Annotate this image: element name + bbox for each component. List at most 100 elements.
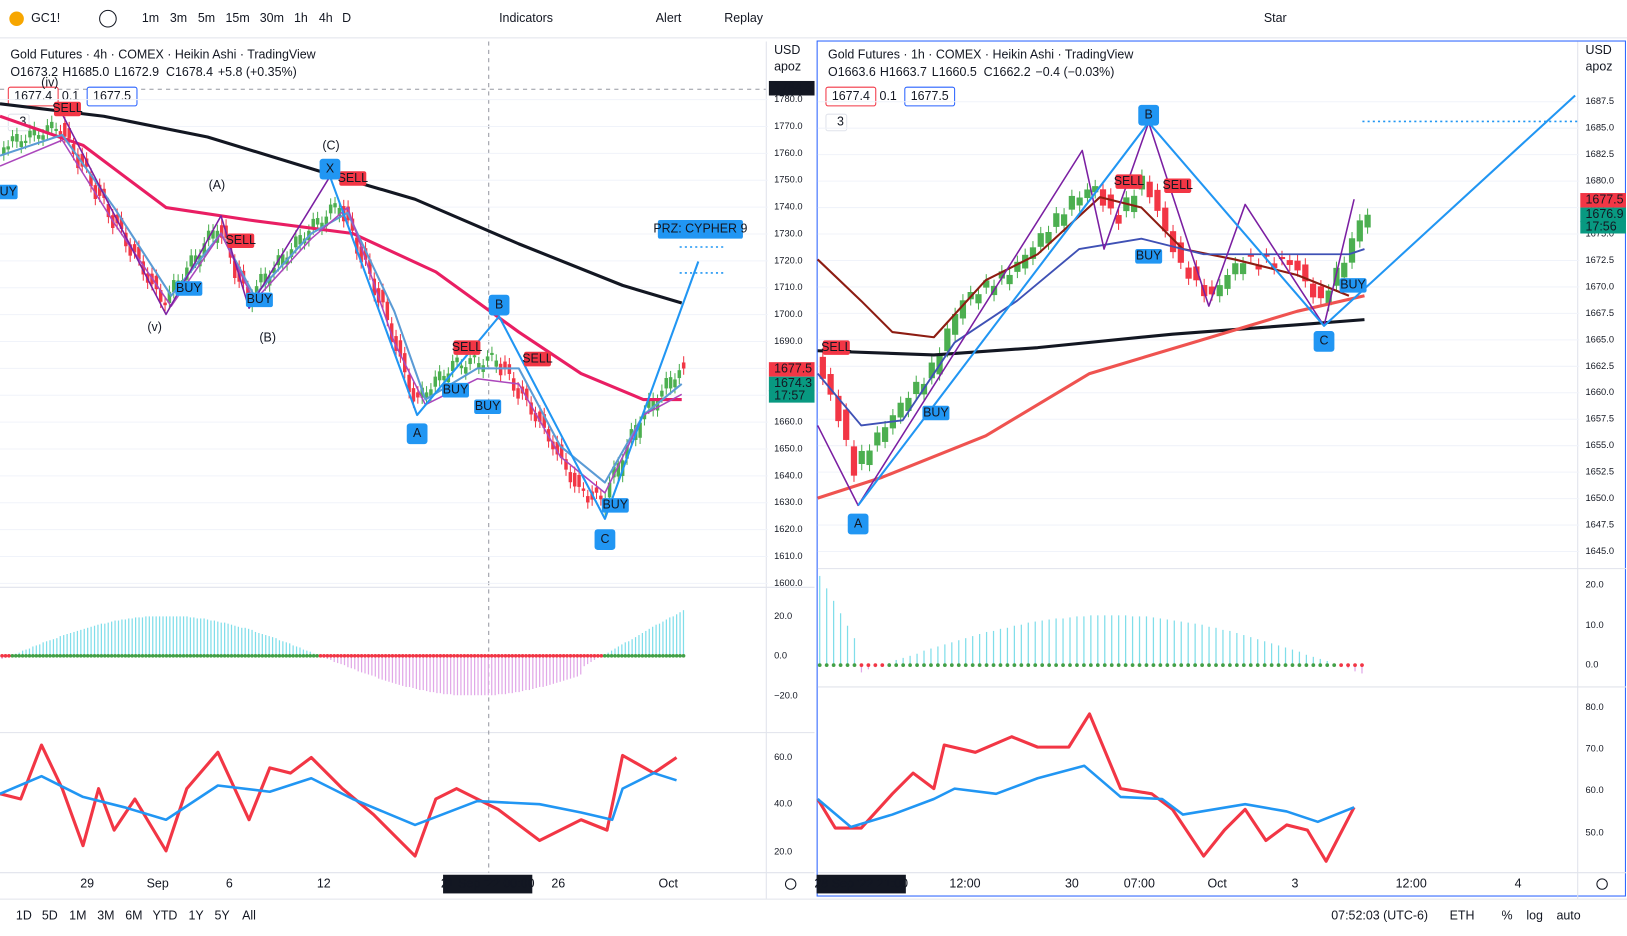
interval[interactable]: 4h (319, 11, 333, 25)
candle (843, 409, 850, 440)
candle (429, 389, 433, 397)
price-axis-label: 1750.0 (774, 175, 803, 185)
zero-dot (657, 653, 662, 658)
zero-dot (838, 663, 843, 668)
zero-dot (880, 663, 885, 668)
symbol[interactable]: GC1! (31, 11, 60, 25)
settings-gear[interactable] (1596, 878, 1608, 890)
settings-gear[interactable] (784, 878, 797, 890)
osc-axis-label: 0.0 (1585, 660, 1598, 670)
alert-button[interactable]: Alert (656, 11, 682, 25)
price-box (7, 86, 59, 107)
candle (1076, 197, 1083, 206)
candle (1131, 195, 1138, 213)
candle (625, 445, 629, 459)
interval[interactable]: 3m (170, 11, 187, 25)
zero-dot (154, 653, 159, 658)
zero-dot (970, 663, 975, 668)
signal-tag (0, 184, 18, 200)
candle (577, 474, 581, 487)
range-button[interactable]: 1Y (189, 909, 205, 923)
zero-dot (85, 653, 90, 658)
zero-dot (116, 653, 121, 658)
zero-dot (311, 653, 316, 658)
log-toggle[interactable]: log (1526, 909, 1543, 923)
zero-dot (1158, 663, 1163, 668)
candle (551, 441, 555, 450)
range-button[interactable]: 3M (97, 909, 114, 923)
layout-name[interactable]: Star (1264, 11, 1287, 25)
zero-dot (428, 653, 432, 658)
candle (294, 236, 298, 248)
candle (1263, 254, 1270, 257)
interval[interactable]: 1m (142, 11, 159, 25)
candle (185, 267, 189, 280)
candle (23, 140, 28, 144)
interval[interactable]: D (342, 11, 351, 25)
zero-dot (455, 653, 460, 658)
price-axis-label: 1730.0 (774, 228, 803, 238)
indicator-toggle[interactable] (825, 113, 848, 132)
symbol-icon[interactable] (9, 11, 24, 26)
zero-dot (1228, 663, 1232, 668)
zero-dot (44, 653, 49, 658)
candle (80, 153, 85, 167)
candle (490, 352, 494, 355)
wave-label: (A) (209, 178, 226, 192)
indicators-button[interactable]: Indicators (499, 11, 553, 25)
osc-axis-label: −20.0 (774, 691, 798, 701)
range-button[interactable]: YTD (153, 909, 178, 923)
interval[interactable]: 5m (198, 11, 215, 25)
zero-dot (956, 663, 961, 668)
zero-dot (626, 653, 631, 658)
candle (272, 267, 276, 274)
replay-button[interactable]: Replay (724, 11, 763, 25)
zero-dot (1151, 663, 1156, 668)
wave-label: (C) (322, 139, 339, 153)
zero-dot (140, 653, 145, 658)
candle (158, 290, 163, 302)
price-box-text: 1677.4 (832, 89, 870, 103)
add-symbol[interactable] (99, 9, 117, 28)
range-button[interactable]: 6M (125, 909, 142, 923)
percent-toggle[interactable]: % (1501, 909, 1512, 923)
candle (1364, 214, 1371, 228)
price-axis-label: 1655.0 (1585, 440, 1614, 450)
signal-text: SELL (226, 233, 257, 247)
zero-dot (1047, 663, 1052, 668)
range-button[interactable]: 1M (69, 909, 86, 923)
session[interactable]: ETH (1450, 909, 1475, 923)
zero-dot (585, 653, 590, 658)
interval[interactable]: 30m (260, 11, 284, 25)
pattern-point (406, 423, 428, 445)
ohlc: O1673.2 (10, 65, 58, 79)
signal-text: SELL (452, 340, 483, 354)
zero-dot (431, 653, 436, 658)
time-axis-label: 26 (551, 876, 565, 890)
range-button[interactable]: 5D (42, 909, 58, 923)
zero-dot (578, 653, 583, 658)
range-button[interactable]: 1D (16, 909, 32, 923)
range-button[interactable]: 5Y (214, 909, 230, 923)
zero-dot (438, 653, 443, 658)
interval[interactable]: 15m (226, 11, 250, 25)
zero-dot (17, 653, 22, 658)
zero-dot (284, 653, 289, 658)
candle (952, 313, 959, 335)
candle (1146, 181, 1153, 198)
signal-text: SELL (52, 101, 83, 115)
signal-text: SELL (1114, 174, 1145, 188)
zero-dot (7, 653, 11, 658)
time-crosshair-tag (443, 874, 533, 894)
zero-dot (373, 653, 378, 658)
zero-dot (915, 663, 919, 668)
zero-dot (24, 653, 28, 658)
zero-dot (359, 653, 364, 658)
auto-toggle[interactable]: auto (1556, 909, 1580, 923)
zero-dot (513, 653, 518, 658)
price-axis-label: 1640.0 (774, 470, 803, 480)
zero-dot (61, 653, 66, 658)
candle (638, 422, 642, 438)
range-button[interactable]: All (242, 909, 256, 923)
interval[interactable]: 1h (294, 11, 308, 25)
